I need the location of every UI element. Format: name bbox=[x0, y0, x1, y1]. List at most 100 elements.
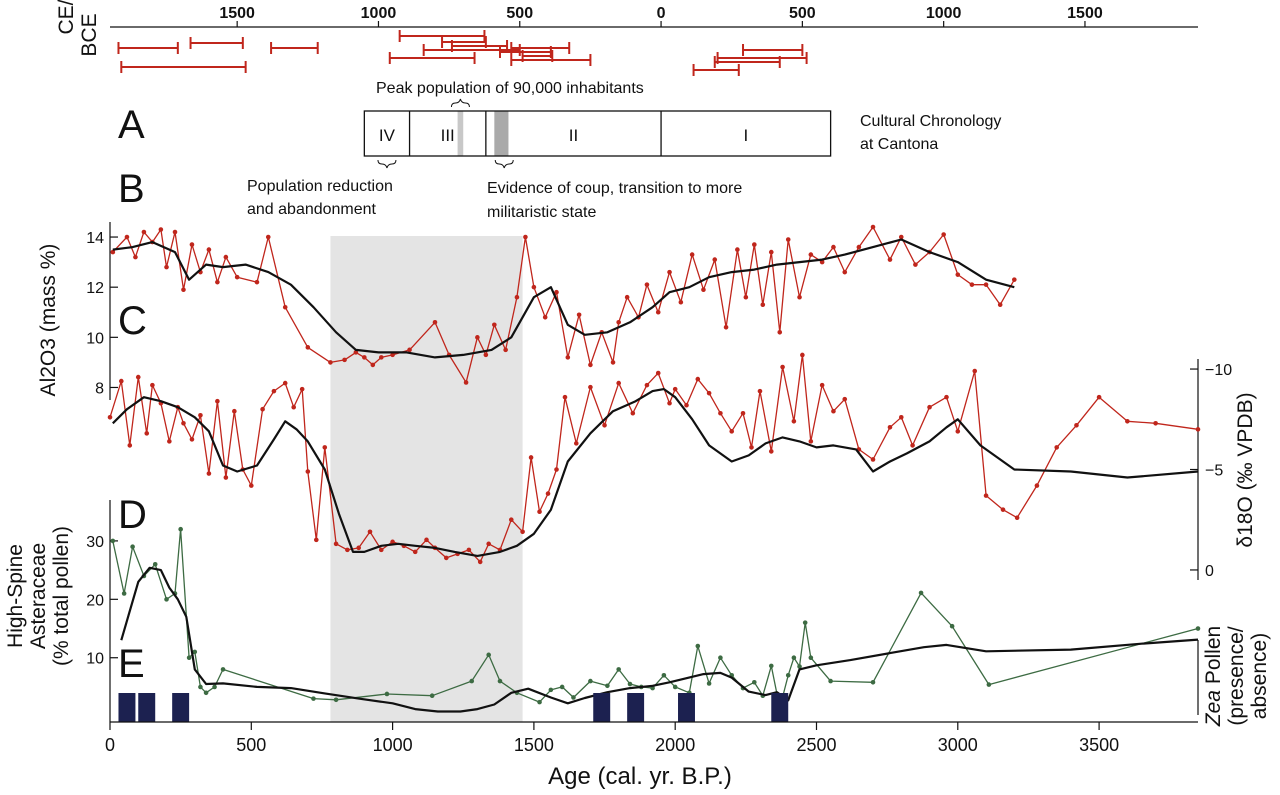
al2o3-tick-label: 8 bbox=[95, 380, 104, 397]
d18o-data-point bbox=[223, 475, 229, 480]
radiocarbon-range bbox=[510, 54, 592, 66]
asteraceae-data-point bbox=[768, 663, 774, 669]
chronology-title-line1: Cultural Chronology bbox=[860, 113, 1001, 130]
d18o-data-point bbox=[271, 388, 277, 394]
asteraceae-data-point bbox=[797, 664, 802, 669]
d18o-tick-label: 0 bbox=[1205, 563, 1214, 580]
asteraceae-data-point bbox=[672, 684, 678, 690]
d18o-data-point bbox=[1153, 420, 1158, 426]
d18o-data-point bbox=[248, 483, 254, 488]
d18o-data-point bbox=[119, 378, 124, 384]
zea-axis-title-line3: absence) bbox=[1248, 633, 1271, 719]
top-axis-tick-label: 1500 bbox=[219, 5, 255, 22]
d18o-data-point bbox=[333, 541, 339, 547]
zea-presence-bar bbox=[118, 693, 136, 722]
d18o-data-point bbox=[972, 368, 978, 374]
asteraceae-data-point bbox=[802, 620, 808, 625]
d18o-data-point bbox=[390, 539, 395, 545]
al2o3-data-point bbox=[432, 319, 438, 325]
al2o3-data-point bbox=[305, 345, 311, 350]
al2o3-data-point bbox=[808, 252, 814, 257]
top-axis-ticks: 1500 1000 500 0 500 1000 1500 bbox=[219, 5, 1103, 27]
d18o-data-point bbox=[1074, 423, 1079, 428]
al2o3-data-point bbox=[616, 319, 621, 325]
d18o-data-point bbox=[768, 449, 774, 454]
d18o-data-point bbox=[144, 431, 150, 436]
al2o3-data-point bbox=[735, 247, 740, 252]
al2o3-axis-title: Al2O3 (mass %) bbox=[37, 244, 60, 397]
annotation-coup-line1: Evidence of coup, transition to more bbox=[487, 180, 742, 197]
d18o-data-point bbox=[898, 414, 904, 420]
d18o-data-point bbox=[842, 396, 848, 402]
al2o3-data-point bbox=[819, 259, 825, 265]
asteraceae-data-point bbox=[537, 699, 542, 705]
d18o-raw-line bbox=[109, 354, 1199, 563]
d18o-data-point bbox=[181, 420, 186, 426]
d18o-smoothed-series bbox=[112, 388, 1199, 558]
asteraceae-data-point bbox=[918, 590, 924, 596]
d18o-data-point bbox=[602, 423, 607, 428]
al2o3-data-point bbox=[189, 242, 195, 247]
asteraceae-data-point bbox=[616, 667, 621, 672]
al2o3-data-point bbox=[215, 279, 220, 285]
age-axis-tick-label: 2500 bbox=[796, 735, 836, 755]
d18o-smoothed-line bbox=[112, 388, 1199, 558]
d18o-data-point bbox=[740, 410, 746, 416]
asteraceae-data-point bbox=[588, 678, 593, 684]
zea-presence-bar bbox=[678, 693, 695, 722]
al2o3-data-point bbox=[969, 282, 975, 287]
d18o-data-point bbox=[189, 437, 195, 442]
chronology-marker bbox=[457, 111, 464, 156]
asteraceae-axis-title-line1: High-Spine bbox=[4, 544, 27, 648]
radiocarbon-range bbox=[422, 44, 521, 56]
zea-axis-title-line1: Zea Pollen bbox=[1202, 626, 1225, 727]
zea-axis-title-rest: Pollen bbox=[1202, 626, 1225, 690]
al2o3-data-point bbox=[667, 269, 672, 275]
d18o-data-point bbox=[588, 384, 593, 390]
radiocarbon-range bbox=[521, 50, 554, 62]
d18o-data-point bbox=[356, 545, 361, 551]
age-axis-title: Age (cal. yr. B.P.) bbox=[548, 763, 732, 790]
asteraceae-data-point bbox=[808, 655, 814, 661]
d18o-data-point bbox=[167, 439, 172, 444]
chronology-frame bbox=[363, 110, 832, 157]
top-axis-tick-label: 1000 bbox=[926, 5, 962, 22]
d18o-data-point bbox=[808, 439, 814, 444]
al2o3-data-point bbox=[689, 252, 695, 257]
asteraceae-data-point bbox=[333, 697, 339, 703]
asteraceae-data-point bbox=[220, 667, 226, 672]
al2o3-data-point bbox=[655, 309, 661, 315]
asteraceae-data-point bbox=[718, 655, 723, 661]
asteraceae-raw-series bbox=[110, 526, 1201, 711]
d18o-data-point bbox=[1054, 445, 1060, 450]
al2o3-data-point bbox=[181, 287, 186, 292]
d18o-data-point bbox=[955, 429, 961, 434]
al2o3-data-point bbox=[898, 234, 904, 240]
al2o3-data-point bbox=[206, 247, 212, 252]
al2o3-data-point bbox=[752, 242, 757, 247]
d18o-data-point bbox=[412, 549, 418, 555]
d18o-data-point bbox=[291, 404, 296, 410]
d18o-data-point bbox=[684, 402, 689, 408]
radiocarbon-range bbox=[692, 64, 740, 76]
age-axis-tick-label: 3000 bbox=[938, 735, 978, 755]
d18o-data-point bbox=[695, 376, 701, 382]
top-axis-tick-label: 1500 bbox=[1067, 5, 1103, 22]
al2o3-data-point bbox=[523, 234, 528, 240]
al2o3-data-point bbox=[223, 254, 229, 260]
al2o3-data-point bbox=[785, 237, 791, 242]
top-axis-tick-label: 0 bbox=[657, 5, 666, 22]
al2o3-data-point bbox=[701, 287, 706, 292]
al2o3-data-point bbox=[503, 347, 508, 353]
al2o3-data-point bbox=[378, 355, 384, 360]
top-axis-tick-label: 500 bbox=[789, 5, 816, 22]
d18o-data-point bbox=[282, 380, 288, 386]
d18o-data-point bbox=[749, 445, 754, 450]
age-axis-tick-label: 1500 bbox=[514, 735, 554, 755]
d18o-data-point bbox=[345, 547, 350, 553]
d18o-data-point bbox=[910, 443, 915, 448]
phase-label: IV bbox=[379, 126, 396, 145]
zea-axis-title-line2: (presence/ bbox=[1225, 626, 1248, 725]
al2o3-smoothed-series bbox=[112, 238, 1015, 359]
